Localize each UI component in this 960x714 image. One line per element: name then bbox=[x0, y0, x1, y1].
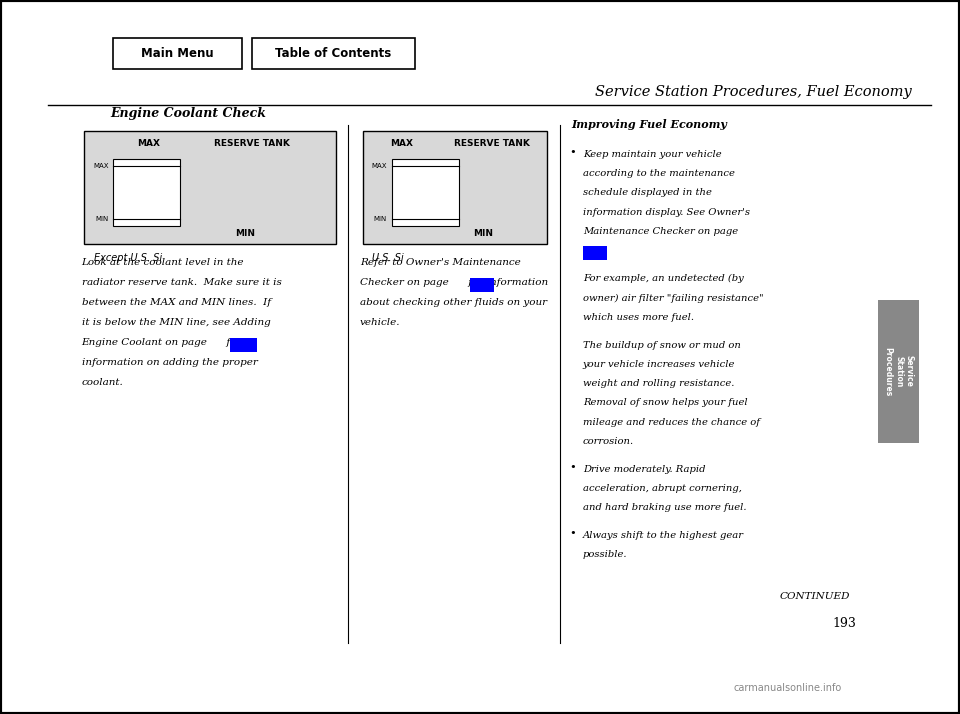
Text: schedule displayed in the: schedule displayed in the bbox=[583, 188, 711, 198]
Text: your vehicle increases vehicle: your vehicle increases vehicle bbox=[583, 360, 735, 369]
Bar bbox=[363, 131, 547, 244]
Text: Engine Coolant Check: Engine Coolant Check bbox=[110, 107, 266, 120]
Text: Engine Coolant on page      for: Engine Coolant on page for bbox=[82, 338, 242, 348]
Text: coolant.: coolant. bbox=[82, 378, 123, 388]
Text: Drive moderately. Rapid: Drive moderately. Rapid bbox=[583, 465, 706, 474]
Text: MIN: MIN bbox=[235, 229, 255, 238]
FancyBboxPatch shape bbox=[113, 38, 242, 69]
Text: Service Station Procedures, Fuel Economy: Service Station Procedures, Fuel Economy bbox=[595, 84, 912, 99]
Text: MIN: MIN bbox=[95, 216, 108, 222]
Text: CONTINUED: CONTINUED bbox=[780, 592, 850, 601]
Text: MAX: MAX bbox=[137, 139, 160, 148]
Bar bbox=[230, 338, 257, 352]
Bar bbox=[84, 131, 336, 244]
Bar bbox=[878, 300, 919, 443]
Bar bbox=[470, 278, 494, 292]
Text: information on adding the proper: information on adding the proper bbox=[82, 358, 257, 368]
Text: Main Menu: Main Menu bbox=[141, 47, 214, 60]
Text: and hard braking use more fuel.: and hard braking use more fuel. bbox=[583, 503, 746, 513]
Text: possible.: possible. bbox=[583, 550, 627, 560]
Text: MIN: MIN bbox=[473, 229, 493, 238]
Text: •: • bbox=[569, 528, 576, 538]
Text: RESERVE TANK: RESERVE TANK bbox=[454, 139, 530, 148]
Text: Table of Contents: Table of Contents bbox=[276, 47, 392, 60]
Text: Keep maintain your vehicle: Keep maintain your vehicle bbox=[583, 150, 721, 159]
Text: Always shift to the highest gear: Always shift to the highest gear bbox=[583, 531, 744, 540]
Text: MIN: MIN bbox=[373, 216, 387, 222]
Text: between the MAX and MIN lines.  If: between the MAX and MIN lines. If bbox=[82, 298, 271, 308]
Text: radiator reserve tank.  Make sure it is: radiator reserve tank. Make sure it is bbox=[82, 278, 281, 288]
Text: Except U.S. Si: Except U.S. Si bbox=[94, 253, 162, 263]
Text: MAX: MAX bbox=[390, 139, 413, 148]
Text: Look at the coolant level in the: Look at the coolant level in the bbox=[82, 258, 244, 268]
Bar bbox=[583, 246, 607, 260]
Text: which uses more fuel.: which uses more fuel. bbox=[583, 313, 694, 322]
Bar bbox=[392, 159, 459, 226]
Text: Refer to Owner's Maintenance: Refer to Owner's Maintenance bbox=[360, 258, 520, 268]
Text: weight and rolling resistance.: weight and rolling resistance. bbox=[583, 379, 734, 388]
Text: Removal of snow helps your fuel: Removal of snow helps your fuel bbox=[583, 398, 747, 408]
Text: Maintenance Checker on page: Maintenance Checker on page bbox=[583, 227, 738, 236]
Text: Improving Fuel Economy: Improving Fuel Economy bbox=[571, 119, 727, 130]
Text: Service
Station
Procedures: Service Station Procedures bbox=[883, 347, 914, 396]
Text: The buildup of snow or mud on: The buildup of snow or mud on bbox=[583, 341, 740, 350]
Text: U.S. Si: U.S. Si bbox=[372, 253, 404, 263]
Text: about checking other fluids on your: about checking other fluids on your bbox=[360, 298, 547, 308]
Text: owner) air filter "failing resistance": owner) air filter "failing resistance" bbox=[583, 293, 763, 303]
Text: .: . bbox=[583, 246, 602, 256]
Text: MAX: MAX bbox=[93, 163, 108, 169]
Text: it is below the MIN line, see Adding: it is below the MIN line, see Adding bbox=[82, 318, 271, 328]
Text: •: • bbox=[569, 462, 576, 472]
Text: information display. See Owner's: information display. See Owner's bbox=[583, 208, 750, 217]
Text: Checker on page      for information: Checker on page for information bbox=[360, 278, 548, 288]
Text: MAX: MAX bbox=[372, 163, 387, 169]
FancyBboxPatch shape bbox=[252, 38, 415, 69]
Text: corrosion.: corrosion. bbox=[583, 437, 634, 446]
Text: acceleration, abrupt cornering,: acceleration, abrupt cornering, bbox=[583, 484, 741, 493]
Text: carmanualsonline.info: carmanualsonline.info bbox=[733, 683, 841, 693]
Bar bbox=[113, 159, 180, 226]
Text: •: • bbox=[569, 147, 576, 157]
Text: 193: 193 bbox=[833, 617, 856, 630]
Text: mileage and reduces the chance of: mileage and reduces the chance of bbox=[583, 418, 759, 427]
Text: RESERVE TANK: RESERVE TANK bbox=[214, 139, 290, 148]
Text: For example, an undetected (by: For example, an undetected (by bbox=[583, 274, 743, 283]
Text: according to the maintenance: according to the maintenance bbox=[583, 169, 734, 178]
Text: vehicle.: vehicle. bbox=[360, 318, 400, 328]
